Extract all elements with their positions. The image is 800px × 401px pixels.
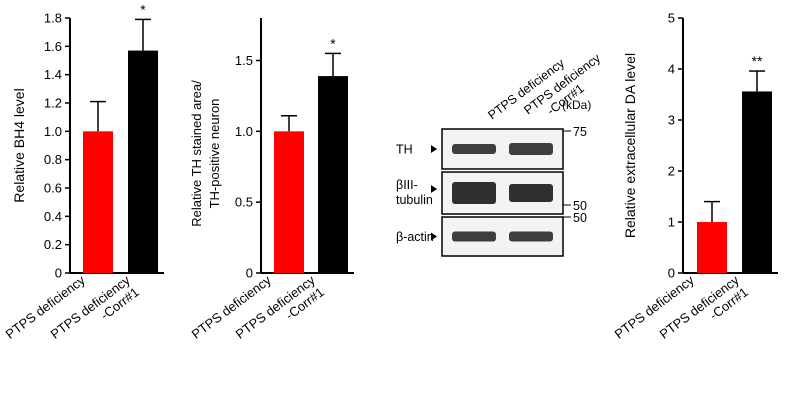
y-tick-label: 0.5 — [235, 195, 253, 210]
blot-row-label-line: tubulin — [396, 193, 433, 207]
y-tick-label: 0.2 — [44, 237, 62, 252]
x-category-label: PTPS deficiency — [3, 272, 89, 342]
blot-band — [509, 143, 553, 155]
blot-marker-label: 75 — [573, 125, 587, 139]
blot-band — [509, 184, 553, 202]
y-tick-label: 1 — [668, 215, 675, 230]
y-axis-label-line: TH-positive neuron — [207, 99, 222, 209]
y-tick-label: 2 — [668, 164, 675, 179]
blot-band — [509, 231, 553, 242]
y-tick-label: 5 — [668, 11, 675, 26]
blot-arrow-icon — [431, 145, 437, 153]
y-tick-label: 1.4 — [44, 67, 62, 82]
blot-band — [452, 182, 496, 204]
y-tick-label: 4 — [668, 62, 675, 77]
bar — [697, 222, 727, 273]
y-axis-label: Relative extracellular DA level — [622, 53, 638, 238]
x-category-label: PTPS deficiency — [612, 272, 698, 342]
blot-arrow-icon — [431, 185, 437, 193]
bh4-chart: 0 0.2 0.4 0.6 0.8 1.0 1.2 1.4 1.6 1.8 Relative BH4… — [3, 1, 164, 342]
y-tick-label: 1.0 — [235, 124, 253, 139]
bar — [83, 131, 113, 273]
bar — [128, 50, 158, 274]
y-tick-label: 0.4 — [44, 209, 62, 224]
x-category-label-line: PTPS deficiency — [612, 272, 698, 342]
y-tick-label: 1.8 — [44, 11, 62, 26]
blot-row-label: β-actin — [396, 230, 434, 244]
x-category-label-line: PTPS deficiency — [3, 272, 89, 342]
blot-band — [452, 144, 496, 154]
extracellular-da-chart: 0 1 2 3 4 5 Relative extracellular DA level ** P… — [612, 11, 778, 342]
bar — [742, 91, 772, 273]
bar — [318, 76, 348, 273]
y-tick-label: 0 — [668, 266, 675, 281]
blot-row-label-line: βIII- — [396, 178, 418, 192]
y-tick-label: 1.2 — [44, 96, 62, 111]
y-tick-label: 1.0 — [44, 124, 62, 139]
y-axis-label: Relative BH4 level — [11, 88, 27, 202]
significance-mark: * — [140, 1, 146, 17]
significance-mark: ** — [752, 53, 763, 69]
blot-marker-label: 50 — [573, 211, 587, 225]
y-tick-label: 0.6 — [44, 181, 62, 196]
blot-arrow-icon — [431, 232, 437, 241]
y-tick-label: 0.8 — [44, 152, 62, 167]
th-stained-area-chart: 0 0.5 1.0 1.5 Relative TH stained area/TH-po… — [189, 18, 354, 354]
y-tick-label: 1.6 — [44, 39, 62, 54]
y-axis-label-line: Relative TH stained area/ — [189, 80, 204, 227]
y-tick-label: 0 — [246, 266, 253, 281]
y-tick-label: 1.5 — [235, 53, 253, 68]
x-category-label: PTPS deficiency-Corr#1 — [233, 272, 328, 354]
blot-band — [452, 231, 496, 242]
y-tick-label: 0 — [55, 266, 62, 281]
blot-marker-label: 50 — [573, 199, 587, 213]
significance-mark: * — [330, 35, 336, 51]
y-tick-label: 3 — [668, 113, 675, 128]
blot-row-label: TH — [396, 143, 413, 157]
kda-label: (kDa) — [562, 98, 591, 112]
bar — [274, 131, 304, 273]
